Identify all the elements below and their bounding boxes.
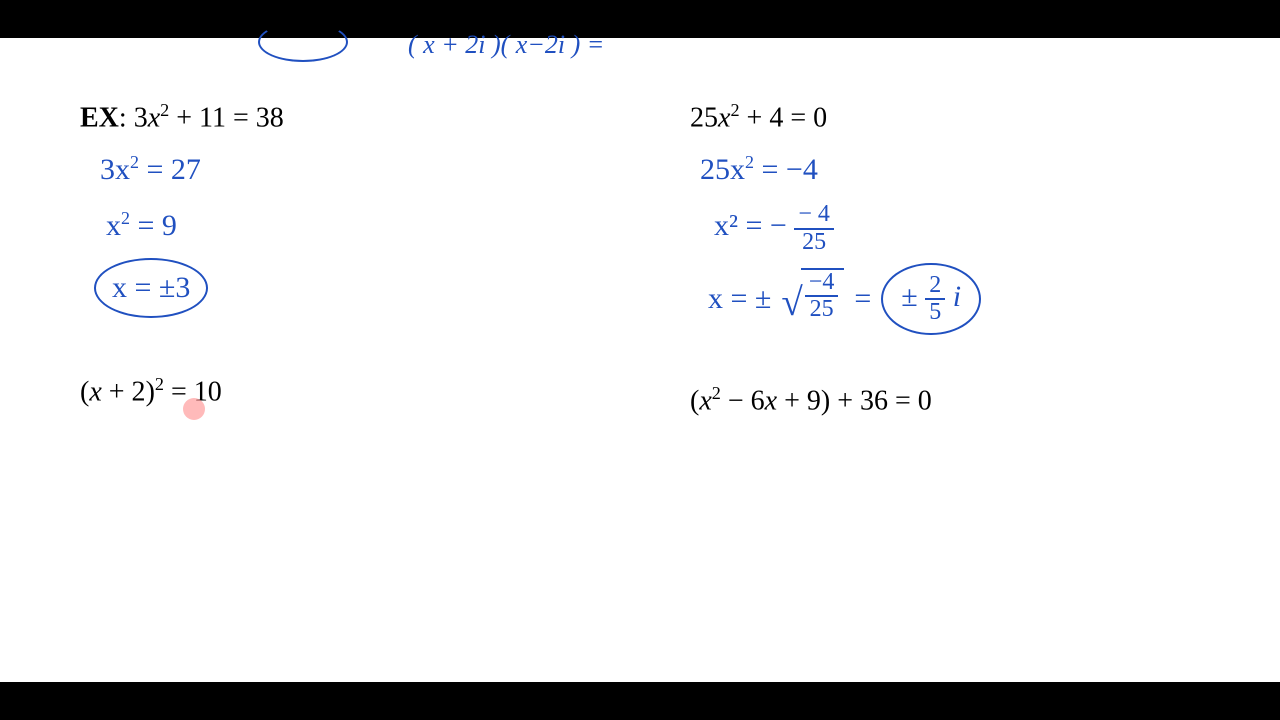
example-2-answer: ± 2 5 i	[881, 263, 981, 335]
right-column: 25x2 + 4 = 0 25x2 = −4 x² = − − 4 25 x =…	[690, 100, 1210, 417]
sqrt-expression: √ −4 25	[781, 268, 844, 330]
letterbox-top	[0, 0, 1280, 38]
partial-prev-work: ( x + 2i )( x−2i ) =	[268, 30, 604, 60]
example-3-problem: (x + 2)2 = 10	[80, 374, 600, 408]
letterbox-bottom	[0, 682, 1280, 720]
laser-pointer-icon	[183, 398, 205, 420]
example-2-work: 25x2 = −4 x² = − − 4 25 x = ± √ −4 25	[700, 146, 1210, 343]
example-2-problem: 25x2 + 4 = 0	[690, 100, 1210, 134]
example-1-answer: x = ±3	[94, 258, 208, 318]
left-column: EX: 3x2 + 11 = 38 3x2 = 27 x2 = 9 x = ±3…	[80, 100, 600, 409]
example-1-problem: EX: 3x2 + 11 = 38	[80, 100, 600, 134]
example-4-problem: (x2 − 6x + 9) + 36 = 0	[690, 383, 1210, 417]
example-1-work: 3x2 = 27 x2 = 9 x = ±3	[100, 146, 600, 318]
